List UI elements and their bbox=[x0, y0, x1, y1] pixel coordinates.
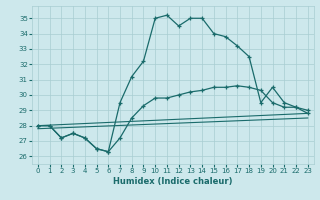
X-axis label: Humidex (Indice chaleur): Humidex (Indice chaleur) bbox=[113, 177, 233, 186]
